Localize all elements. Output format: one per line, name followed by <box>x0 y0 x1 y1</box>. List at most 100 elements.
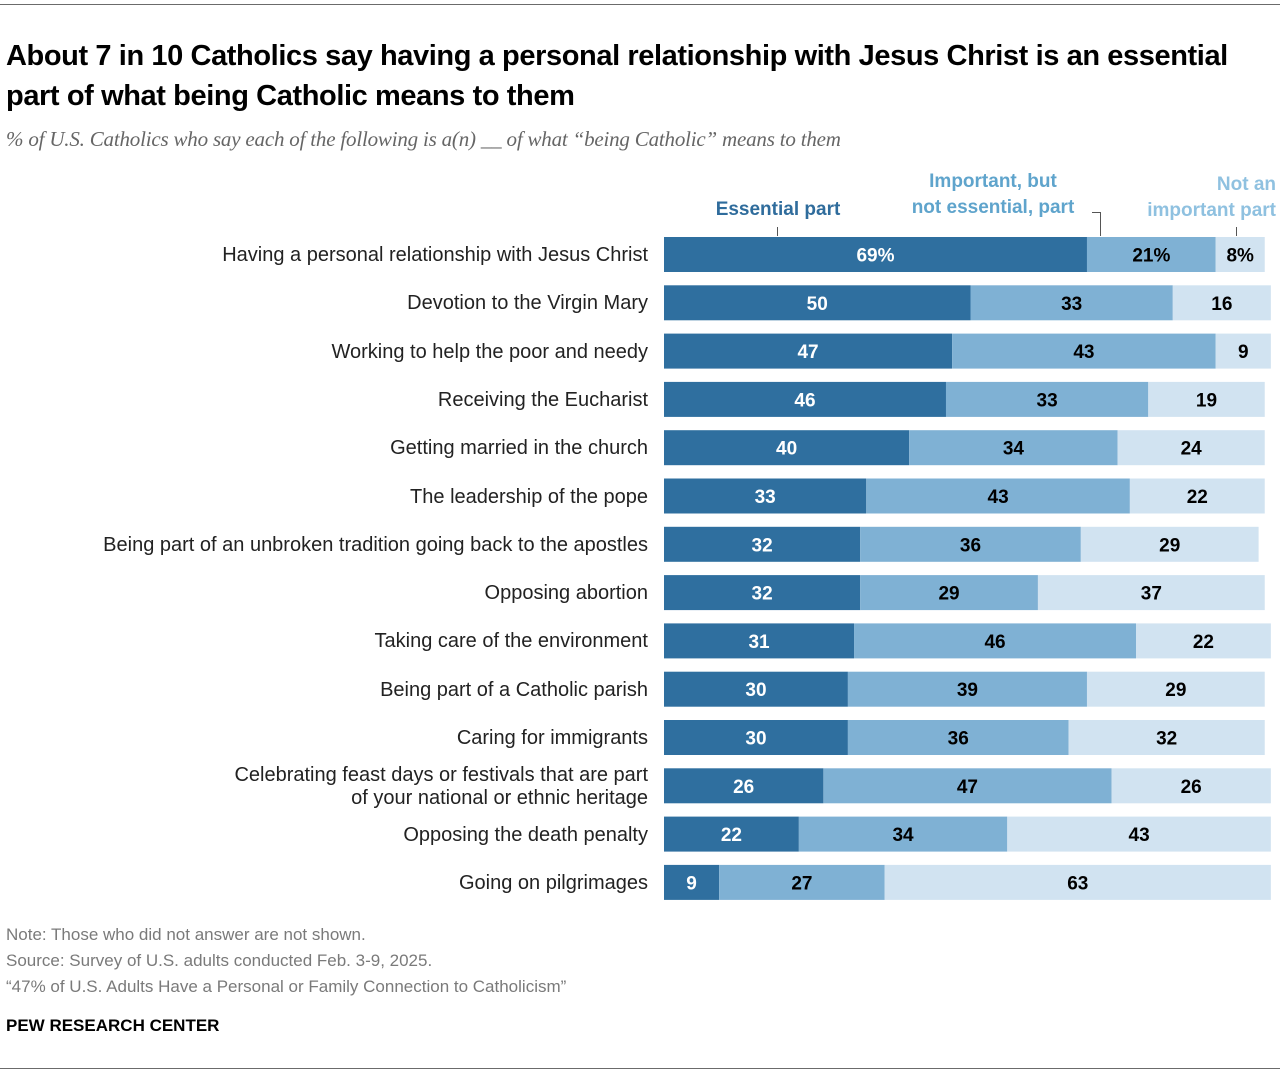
bar-segment-not-important <box>884 864 1271 900</box>
bar-segment-essential <box>664 623 855 659</box>
bar-segment-essential <box>664 720 848 755</box>
bar-segment-important <box>945 381 1149 417</box>
data-label-essential: 33 <box>755 487 776 508</box>
category-label: Opposing abortion <box>484 582 648 605</box>
data-label-important: 33 <box>1061 294 1082 315</box>
bar-segment-essential <box>664 430 910 466</box>
data-label-essential: 26 <box>733 777 754 798</box>
data-label-essential: 46 <box>794 390 815 411</box>
category-label: Taking care of the environment <box>374 630 649 653</box>
bar-segment-important <box>823 768 1112 804</box>
bar-segment-essential <box>664 333 953 369</box>
data-label-important: 33 <box>1037 390 1058 411</box>
bar-segment-essential <box>664 816 799 852</box>
category-label: Opposing the death penalty <box>403 823 648 846</box>
bottom-rule <box>0 1068 1280 1069</box>
bar-segment-essential <box>664 381 946 417</box>
category-label: Getting married in the church <box>390 437 648 460</box>
data-label-essential: 30 <box>745 680 766 701</box>
data-label-essential: 31 <box>748 632 770 653</box>
bar-segment-not-important <box>1136 623 1271 659</box>
data-label-not-important: 19 <box>1196 390 1217 411</box>
bar-segment-essential <box>664 478 867 514</box>
bar-segment-essential <box>664 237 1087 272</box>
footer-report: “47% of U.S. Adults Have a Personal or F… <box>6 977 567 996</box>
data-label-important: 29 <box>938 584 959 605</box>
bar-segment-essential <box>664 671 848 707</box>
data-label-essential: 22 <box>721 825 742 846</box>
bar-segment-essential <box>664 526 861 562</box>
bar-segment-not-important <box>1215 237 1265 272</box>
brand-logo-text: PEW RESEARCH CENTER <box>6 1016 220 1035</box>
data-label-essential: 32 <box>752 535 773 556</box>
bar-segment-not-important <box>1111 768 1271 804</box>
data-label-important: 43 <box>988 487 1009 508</box>
data-label-not-important: 43 <box>1129 825 1150 846</box>
bar-segment-not-important <box>1148 381 1265 417</box>
category-label: Celebrating feast days or festivals that… <box>234 763 648 809</box>
bar-segment-important <box>952 333 1216 369</box>
bar-segment-essential <box>664 768 824 804</box>
footer-note: Note: Those who did not answer are not s… <box>6 925 366 944</box>
category-label: Working to help the poor and needy <box>331 340 648 363</box>
data-label-not-important: 9 <box>1238 342 1249 363</box>
legend-essential: Essential part <box>715 199 841 220</box>
category-label: Receiving the Eucharist <box>437 388 648 411</box>
category-label: The leadership of the pope <box>410 485 648 508</box>
category-label: Caring for immigrants <box>456 727 648 749</box>
data-label-essential: 40 <box>776 439 797 460</box>
bar-segment-important <box>847 671 1087 707</box>
data-label-essential: 9 <box>686 873 697 894</box>
category-label: Going on pilgrimages <box>459 871 648 894</box>
data-label-essential: 50 <box>807 294 828 315</box>
data-label-important: 43 <box>1073 342 1094 363</box>
data-label-important: 39 <box>957 680 978 701</box>
bar-segment-important <box>798 816 1008 852</box>
bar-segment-not-important <box>1037 575 1265 611</box>
data-label-important: 34 <box>892 825 914 846</box>
bar-segment-not-important <box>1068 720 1265 755</box>
bar-segment-important <box>866 478 1130 514</box>
bar-segment-important <box>847 720 1069 755</box>
bar-segment-not-important <box>1086 671 1265 707</box>
bar-segment-important <box>860 526 1081 562</box>
chart-title: About 7 in 10 Catholics say having a per… <box>6 40 1228 112</box>
bar-segment-not-important <box>1215 333 1271 369</box>
category-label: Being part of a Catholic parish <box>380 678 648 701</box>
bar-segment-not-important <box>1007 816 1271 852</box>
data-label-not-important: 22 <box>1187 487 1208 508</box>
data-label-not-important: 24 <box>1181 439 1203 460</box>
top-rule <box>0 4 1280 5</box>
bar-segment-important <box>909 430 1118 466</box>
bar-segment-not-important <box>1080 526 1259 562</box>
legend-connector-not-important <box>1236 227 1237 236</box>
bar-segment-important <box>970 285 1173 321</box>
footer-source: Source: Survey of U.S. adults conducted … <box>6 951 433 970</box>
data-label-essential: 69% <box>856 246 894 267</box>
data-label-essential: 32 <box>752 584 773 605</box>
category-label: Having a personal relationship with Jesu… <box>222 244 648 266</box>
bar-segment-essential <box>664 864 720 900</box>
legend-connector-essential <box>777 227 778 236</box>
data-label-not-important: 26 <box>1181 777 1202 798</box>
bar-segment-important <box>719 864 885 900</box>
bar-segment-not-important <box>1129 478 1265 514</box>
data-label-important: 46 <box>984 632 1005 653</box>
data-label-important: 47 <box>957 777 978 798</box>
data-label-not-important: 32 <box>1156 729 1177 750</box>
bar-segment-not-important <box>1172 285 1271 321</box>
legend-important: Important, but not essential, part <box>911 171 1075 218</box>
data-label-important: 36 <box>948 729 969 750</box>
data-label-not-important: 29 <box>1165 680 1186 701</box>
bar-segment-important <box>860 575 1038 611</box>
bar-segment-not-important <box>1117 430 1265 466</box>
data-label-important: 36 <box>960 535 981 556</box>
data-label-essential: 30 <box>745 729 766 750</box>
data-label-important: 34 <box>1003 439 1025 460</box>
chart-subtitle: % of U.S. Catholics who say each of the … <box>6 127 841 151</box>
data-label-not-important: 37 <box>1141 584 1162 605</box>
legend-not-important: Not an important part <box>1147 174 1276 221</box>
data-label-essential: 47 <box>797 342 818 363</box>
data-label-not-important: 22 <box>1193 632 1214 653</box>
